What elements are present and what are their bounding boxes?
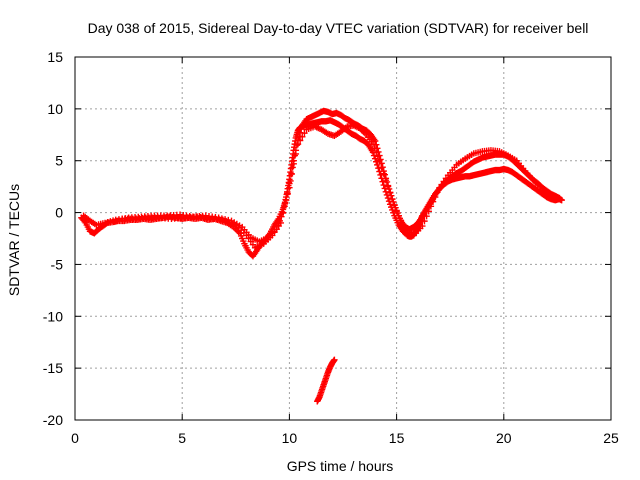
y-tick-label: 15 [47,49,63,65]
data-point [301,130,308,137]
x-tick-label: 0 [71,430,79,446]
y-axis-label: SDTVAR / TECUs [6,184,22,296]
x-axis-label: GPS time / hours [287,458,394,474]
data-point [431,193,439,201]
data-point [297,125,305,133]
data-point [375,165,382,172]
data-point [369,140,377,148]
data-point [286,180,293,187]
y-tick-label: -5 [51,256,64,272]
data-point [397,217,405,224]
data-point [331,356,338,364]
data-point [373,158,380,165]
data-point [434,189,441,196]
data-point [289,164,296,171]
y-tick-label: -15 [43,360,63,376]
x-tick-label: 15 [389,430,405,446]
data-point [421,217,428,225]
y-tick-label: -20 [43,412,63,428]
data-point [296,137,304,144]
data-point [293,141,301,149]
data-point [277,219,285,227]
data-point [284,190,291,197]
data-point [419,222,426,230]
data-point [423,213,430,220]
data-point [292,150,300,158]
data-point [226,219,233,226]
data-point [222,217,230,225]
data-point [395,212,402,220]
data-point [229,220,236,227]
x-tick-label: 25 [603,430,619,446]
data-point [388,192,395,199]
data-point [427,203,435,210]
chart-title: Day 038 of 2015, Sidereal Day-to-day VTE… [88,20,589,36]
data-point [299,133,306,141]
data-point [425,208,432,215]
data-marks [78,107,565,405]
data-point [282,196,290,204]
data-point [382,176,390,184]
data-point [378,163,385,171]
axis-ticks: 0 5 10 15 20 25 -20 -15 -10 -5 0 5 10 15 [43,49,619,446]
data-point [288,170,295,177]
data-point [279,209,287,217]
data-point [556,195,563,203]
data-point [386,189,394,197]
data-point [385,197,393,205]
data-point [371,145,378,152]
data-point [393,208,400,215]
data-point [384,194,392,202]
y-tick-label: -10 [43,308,63,324]
data-point [281,200,289,207]
data-point [383,191,391,199]
data-point [219,216,227,224]
data-point [373,149,380,156]
data-point [391,202,398,209]
data-point [399,221,407,228]
data-point [390,198,397,206]
data-point [294,140,302,148]
plot-frame [74,56,612,421]
data-point [278,213,285,220]
x-tick-label: 20 [496,430,512,446]
data-point [389,195,396,203]
y-tick-label: 10 [47,101,63,117]
x-tick-label: 10 [282,430,298,446]
data-point [376,157,383,164]
data-point [381,171,389,178]
x-tick-label: 5 [178,430,186,446]
y-tick-label: 0 [55,205,63,221]
y-tick-label: 5 [55,153,63,169]
data-point [384,183,392,190]
data-point [380,170,387,177]
data-point [374,153,382,160]
data-point [429,198,437,205]
data-point [290,160,297,168]
grid-lines [75,57,611,420]
data-point [374,161,381,169]
